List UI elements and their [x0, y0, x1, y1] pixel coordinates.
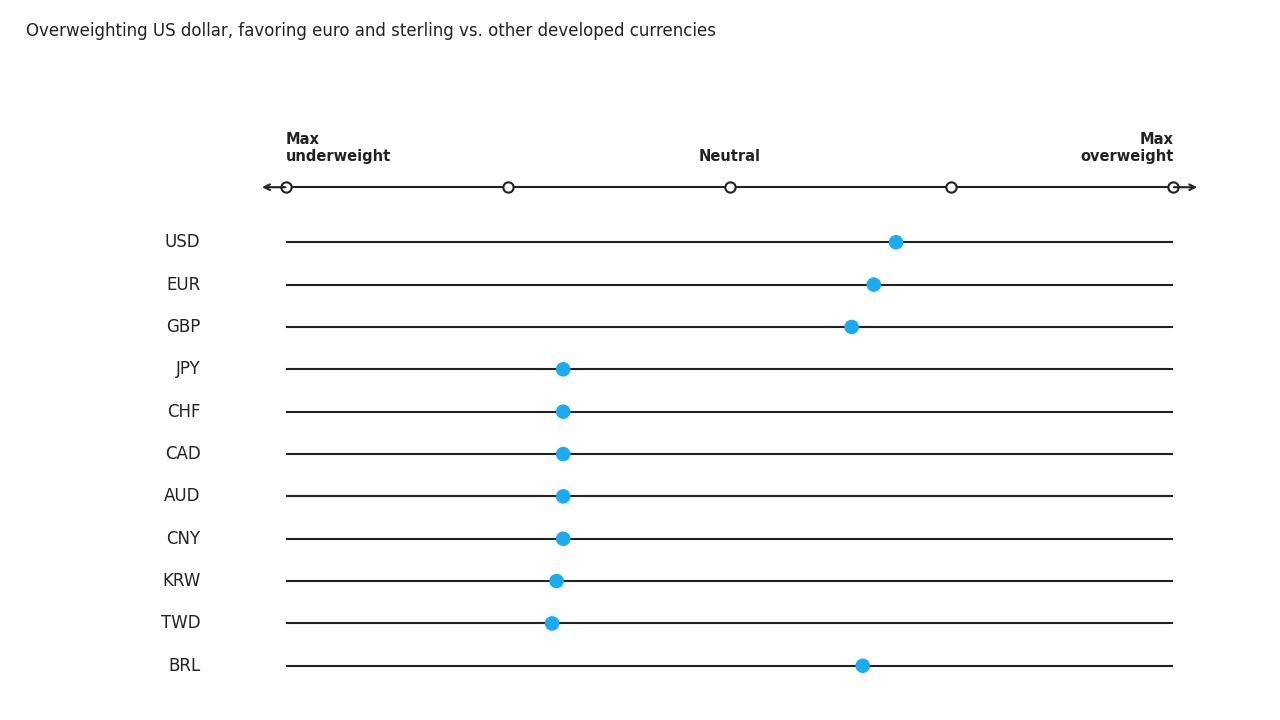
Point	[275, 181, 296, 193]
Point	[541, 618, 562, 629]
Point	[553, 490, 573, 502]
Point	[553, 449, 573, 460]
Text: Overweighting US dollar, favoring euro and sterling vs. other developed currenci: Overweighting US dollar, favoring euro a…	[26, 22, 716, 40]
Text: AUD: AUD	[164, 487, 201, 505]
Point	[547, 575, 567, 587]
Point	[841, 321, 861, 333]
Text: USD: USD	[165, 233, 201, 251]
Point	[498, 181, 518, 193]
Text: CHF: CHF	[166, 402, 201, 420]
Text: GBP: GBP	[166, 318, 201, 336]
Point	[553, 406, 573, 418]
Text: TWD: TWD	[161, 614, 201, 632]
Text: CNY: CNY	[166, 530, 201, 548]
Text: KRW: KRW	[163, 572, 201, 590]
Point	[719, 181, 740, 193]
Text: Neutral: Neutral	[699, 149, 760, 164]
Point	[553, 533, 573, 544]
Text: EUR: EUR	[166, 276, 201, 294]
Text: Max
underweight: Max underweight	[285, 132, 392, 164]
Point	[886, 236, 906, 248]
Text: JPY: JPY	[175, 360, 201, 378]
Point	[941, 181, 961, 193]
Text: CAD: CAD	[165, 445, 201, 463]
Point	[553, 364, 573, 375]
Point	[1164, 181, 1184, 193]
Point	[852, 660, 873, 672]
Point	[864, 279, 884, 290]
Text: Max
overweight: Max overweight	[1080, 132, 1174, 164]
Text: BRL: BRL	[168, 657, 201, 675]
